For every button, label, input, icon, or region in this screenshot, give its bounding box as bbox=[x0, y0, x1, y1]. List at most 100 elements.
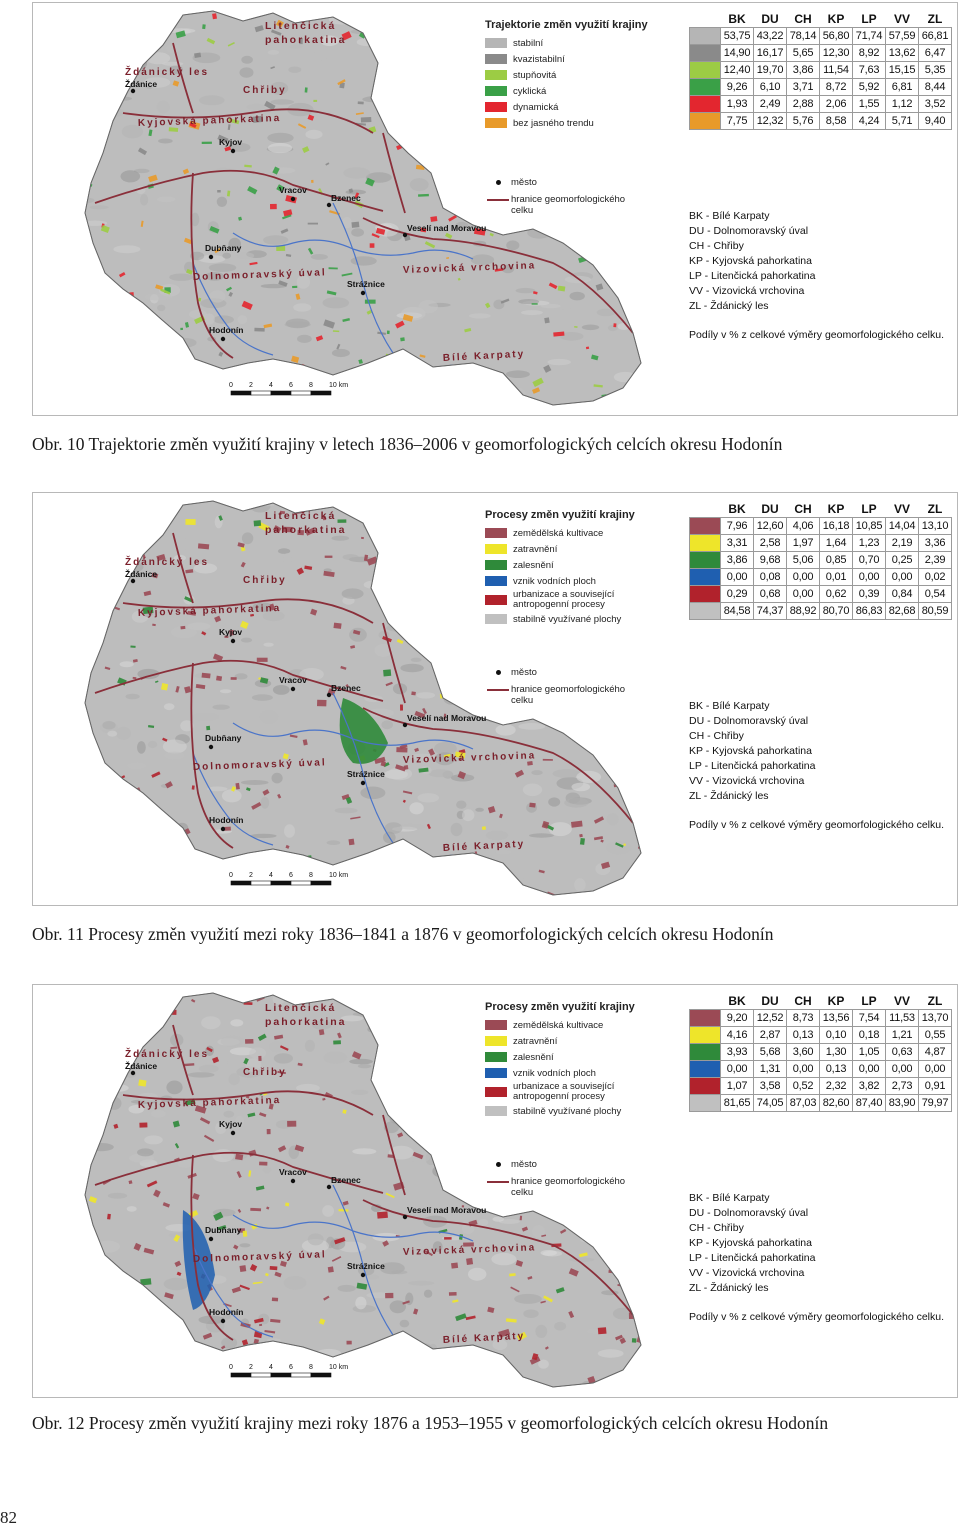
land-use-patch bbox=[85, 1109, 92, 1117]
land-use-patch bbox=[454, 1178, 459, 1184]
table-cell: 10,85 bbox=[852, 517, 886, 535]
land-use-patch bbox=[148, 369, 155, 374]
terrain-relief bbox=[331, 535, 350, 541]
land-use-patch bbox=[318, 1318, 326, 1325]
land-use-patch bbox=[369, 243, 375, 248]
region-boundary bbox=[382, 1114, 406, 1196]
table-row: 3,31 2,58 1,97 1,64 1,23 2,19 3,36 bbox=[689, 534, 952, 552]
land-use-patch bbox=[242, 1230, 248, 1237]
table-cell: 2,32 bbox=[819, 1077, 853, 1095]
terrain-relief bbox=[271, 772, 283, 784]
land-use-patch bbox=[437, 133, 443, 138]
region-boundary bbox=[122, 108, 374, 134]
terrain-relief bbox=[529, 833, 554, 838]
terrain-relief bbox=[475, 162, 499, 174]
table-cell: 8,72 bbox=[819, 78, 853, 96]
land-use-patch bbox=[591, 243, 602, 250]
land-use-patch bbox=[185, 519, 196, 525]
table-cell: 0,29 bbox=[720, 585, 754, 603]
land-use-patch bbox=[202, 1332, 213, 1340]
land-use-patch bbox=[385, 1292, 394, 1299]
terrain-relief bbox=[198, 889, 219, 895]
terrain-relief bbox=[361, 993, 375, 1001]
land-use-patch bbox=[152, 623, 156, 627]
terrain-relief bbox=[148, 1347, 161, 1354]
terrain-relief bbox=[262, 1166, 272, 1174]
terrain-relief bbox=[140, 194, 149, 206]
terrain-relief bbox=[158, 138, 173, 144]
legend-item: zalesnění bbox=[485, 557, 633, 573]
land-use-patch bbox=[194, 1105, 207, 1114]
table-cell: 9,20 bbox=[720, 1009, 754, 1027]
terrain-relief bbox=[422, 548, 450, 553]
abbreviation-item: ZL - Ždánický les bbox=[689, 790, 769, 802]
land-use-patch bbox=[509, 1273, 516, 1277]
city-dot-icon bbox=[495, 1162, 501, 1167]
land-use-patch bbox=[564, 137, 570, 141]
land-use-patch bbox=[253, 1338, 260, 1345]
terrain-relief bbox=[286, 364, 312, 373]
scale-tick-label: 8 bbox=[309, 1364, 313, 1371]
terrain-relief bbox=[576, 226, 600, 234]
scale-tick-label: 4 bbox=[269, 382, 273, 389]
land-use-patch bbox=[478, 154, 489, 161]
region-label: Vizovická vrchovina bbox=[403, 750, 537, 766]
land-use-patch bbox=[274, 1271, 282, 1278]
land-use-patch bbox=[304, 87, 308, 93]
land-use-patch bbox=[386, 17, 396, 25]
terrain-relief bbox=[503, 713, 524, 720]
land-use-patch bbox=[256, 657, 268, 662]
terrain-relief bbox=[349, 1058, 373, 1065]
terrain-relief bbox=[478, 1219, 489, 1226]
legend-title: Trajektorie změn využití krajiny bbox=[485, 19, 648, 31]
city-label: Dubňany bbox=[205, 243, 242, 253]
abbreviation-item: VV - Vizovická vrchovina bbox=[689, 775, 805, 787]
terrain-relief bbox=[120, 170, 141, 183]
terrain-relief bbox=[93, 17, 107, 29]
terrain-relief bbox=[505, 370, 530, 379]
table-row: 14,90 16,17 5,65 12,30 8,92 13,62 6,47 bbox=[689, 44, 952, 62]
terrain-relief bbox=[85, 197, 95, 204]
land-use-patch bbox=[122, 328, 133, 334]
terrain-relief bbox=[443, 11, 456, 18]
land-use-patch bbox=[594, 36, 606, 44]
land-use-patch bbox=[387, 1154, 394, 1159]
table-row: 1,07 3,58 0,52 2,32 3,82 2,73 0,91 bbox=[689, 1077, 952, 1095]
land-use-patch bbox=[445, 393, 451, 400]
figure-2-caption: Obr. 11 Procesy změn využití mezi roky 1… bbox=[32, 924, 774, 944]
land-use-patch bbox=[280, 1260, 287, 1267]
land-use-patch bbox=[199, 1117, 211, 1125]
land-use-patch bbox=[322, 516, 327, 521]
land-use-patch bbox=[249, 261, 258, 266]
map-legend-city-label: město bbox=[511, 667, 537, 678]
terrain-relief bbox=[622, 735, 641, 748]
city-label: Ždánice bbox=[125, 568, 157, 579]
table-row-swatch bbox=[689, 517, 721, 535]
city-marker bbox=[326, 1184, 332, 1190]
table-cell: 2,73 bbox=[885, 1077, 919, 1095]
land-use-patch bbox=[337, 79, 346, 86]
land-use-patch bbox=[250, 613, 255, 617]
table-row-swatch bbox=[689, 1077, 721, 1095]
terrain-relief bbox=[351, 228, 364, 237]
terrain-relief bbox=[137, 668, 160, 680]
land-use-patch bbox=[266, 1128, 271, 1135]
land-use-patch bbox=[516, 1331, 528, 1341]
terrain-relief bbox=[135, 1007, 162, 1013]
land-use-patch bbox=[269, 1265, 278, 1271]
figure-2: Litenčická pahorkatina Ždánický les Chřiby K… bbox=[32, 492, 958, 906]
region-boundary bbox=[172, 1024, 194, 1096]
land-use-patch bbox=[396, 638, 404, 644]
terrain-relief bbox=[184, 261, 195, 273]
table-cell: 14,90 bbox=[720, 44, 754, 62]
table-cell: 15,15 bbox=[885, 61, 919, 79]
terrain-relief bbox=[119, 1378, 135, 1387]
river bbox=[232, 722, 474, 750]
table-cell: 19,70 bbox=[753, 61, 787, 79]
region-label: Litenčická bbox=[265, 510, 336, 522]
table-cell: 5,76 bbox=[786, 112, 820, 130]
land-use-patch bbox=[334, 1237, 346, 1245]
boundary-line-icon bbox=[487, 1181, 509, 1183]
land-use-patch bbox=[261, 1354, 272, 1358]
city-marker bbox=[230, 1130, 236, 1136]
